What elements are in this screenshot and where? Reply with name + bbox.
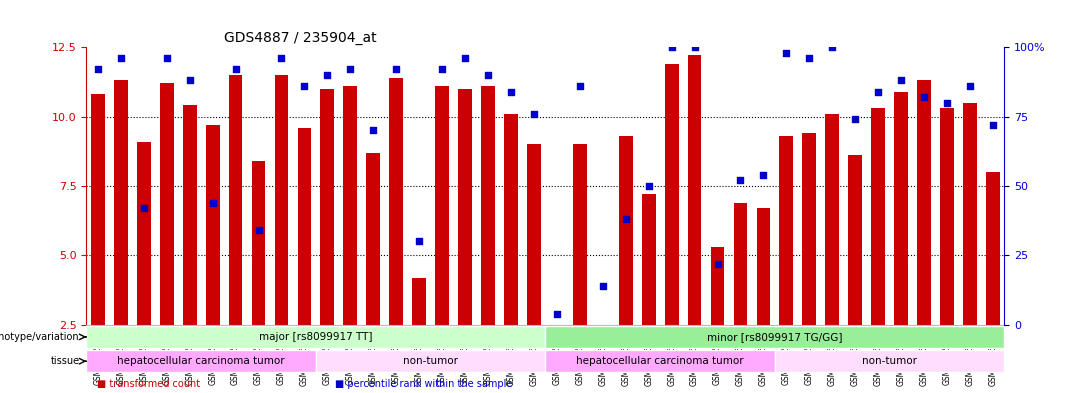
- Text: hepatocellular carcinoma tumor: hepatocellular carcinoma tumor: [118, 356, 285, 366]
- Bar: [849, 155, 862, 325]
- Point: [892, 77, 909, 84]
- Point: [594, 283, 611, 289]
- Point: [800, 55, 818, 61]
- Text: GDS4887 / 235904_at: GDS4887 / 235904_at: [225, 31, 377, 45]
- Bar: [917, 81, 931, 325]
- FancyBboxPatch shape: [545, 326, 1004, 348]
- Point: [249, 227, 267, 233]
- Point: [204, 200, 221, 206]
- Point: [663, 44, 680, 50]
- Text: major [rs8099917 TT]: major [rs8099917 TT]: [259, 332, 373, 342]
- Bar: [298, 128, 311, 325]
- Bar: [504, 114, 518, 325]
- FancyBboxPatch shape: [775, 350, 1004, 372]
- Text: hepatocellular carcinoma tumor: hepatocellular carcinoma tumor: [577, 356, 744, 366]
- Bar: [894, 92, 908, 325]
- Point: [135, 205, 152, 211]
- Point: [571, 83, 589, 89]
- Point: [708, 261, 726, 267]
- Bar: [802, 133, 816, 325]
- Bar: [413, 277, 426, 325]
- Bar: [114, 81, 127, 325]
- Point: [181, 77, 199, 84]
- Point: [732, 177, 750, 184]
- Point: [296, 83, 313, 89]
- Bar: [642, 194, 656, 325]
- Point: [617, 216, 634, 222]
- Bar: [780, 136, 794, 325]
- Bar: [619, 136, 633, 325]
- Point: [388, 66, 405, 73]
- Bar: [252, 161, 266, 325]
- Bar: [665, 64, 678, 325]
- Point: [365, 127, 382, 134]
- Bar: [941, 108, 954, 325]
- Point: [502, 88, 519, 95]
- Text: tissue: tissue: [51, 356, 80, 366]
- Point: [525, 111, 542, 117]
- Point: [227, 66, 244, 73]
- Bar: [688, 55, 702, 325]
- Point: [916, 94, 933, 100]
- Bar: [205, 125, 219, 325]
- FancyBboxPatch shape: [316, 350, 545, 372]
- FancyBboxPatch shape: [86, 326, 545, 348]
- Point: [90, 66, 107, 73]
- Point: [549, 310, 566, 317]
- FancyBboxPatch shape: [86, 350, 316, 372]
- Point: [778, 50, 795, 56]
- Point: [755, 172, 772, 178]
- Point: [410, 238, 428, 244]
- Point: [686, 44, 703, 50]
- Text: non-tumor: non-tumor: [403, 356, 458, 366]
- Bar: [711, 247, 725, 325]
- Point: [640, 183, 658, 189]
- Point: [319, 72, 336, 78]
- Bar: [733, 203, 747, 325]
- Bar: [390, 78, 403, 325]
- Bar: [458, 89, 472, 325]
- Text: ■ percentile rank within the sample: ■ percentile rank within the sample: [335, 379, 512, 389]
- Bar: [366, 152, 380, 325]
- Bar: [986, 172, 1000, 325]
- Point: [984, 122, 1001, 128]
- Point: [961, 83, 978, 89]
- Bar: [435, 86, 449, 325]
- Bar: [183, 105, 197, 325]
- Point: [824, 44, 841, 50]
- FancyBboxPatch shape: [545, 350, 775, 372]
- Point: [112, 55, 130, 61]
- Point: [869, 88, 887, 95]
- Bar: [321, 89, 335, 325]
- Point: [480, 72, 497, 78]
- Bar: [482, 86, 495, 325]
- Point: [847, 116, 864, 123]
- Bar: [872, 108, 886, 325]
- Bar: [596, 325, 610, 380]
- Point: [939, 99, 956, 106]
- Bar: [229, 75, 242, 325]
- Bar: [573, 144, 586, 325]
- Text: ■ transformed count: ■ transformed count: [97, 379, 200, 389]
- Bar: [274, 75, 288, 325]
- Bar: [160, 83, 174, 325]
- Point: [341, 66, 359, 73]
- Point: [457, 55, 474, 61]
- Bar: [137, 141, 151, 325]
- Bar: [550, 325, 564, 333]
- Bar: [91, 94, 105, 325]
- Bar: [343, 86, 357, 325]
- Point: [273, 55, 291, 61]
- Text: non-tumor: non-tumor: [862, 356, 917, 366]
- Point: [433, 66, 450, 73]
- Text: genotype/variation: genotype/variation: [0, 332, 80, 342]
- Point: [158, 55, 175, 61]
- Text: minor [rs8099917 TG/GG]: minor [rs8099917 TG/GG]: [707, 332, 842, 342]
- Bar: [757, 208, 770, 325]
- Bar: [963, 103, 977, 325]
- Bar: [527, 144, 541, 325]
- Bar: [825, 114, 839, 325]
